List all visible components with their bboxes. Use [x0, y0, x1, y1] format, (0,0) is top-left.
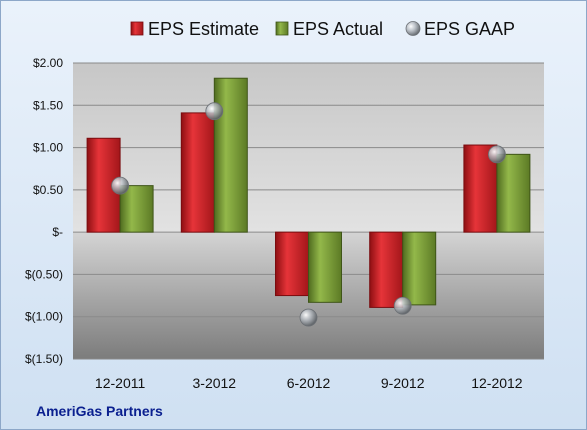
y-tick-label: $1.00	[33, 141, 63, 155]
y-tick-label: $(1.50)	[25, 352, 63, 366]
gaap-points	[111, 102, 506, 327]
actual-bar	[213, 77, 248, 233]
x-axis: 12-2011 3-2012 6-2012 9-2012 12-2012	[95, 375, 523, 391]
y-tick-label: $1.50	[33, 98, 63, 112]
gaap-point	[487, 145, 506, 164]
x-category-label: 3-2012	[193, 375, 237, 391]
legend-label: EPS GAAP	[424, 19, 515, 39]
estimate-bar	[369, 231, 404, 308]
x-category-label: 6-2012	[287, 375, 331, 391]
y-axis: $2.00 $1.50 $1.00 $0.50 $- $(0.50) $(1.00) $(1.…	[25, 56, 63, 366]
x-category-label: 12-2011	[95, 375, 146, 391]
legend-swatch	[275, 21, 289, 36]
x-category-label: 12-2012	[471, 375, 523, 391]
legend: EPS Estimate EPS Actual EPS GAAP	[130, 19, 515, 39]
gaap-point	[111, 176, 129, 195]
y-tick-label: $2.00	[33, 56, 63, 70]
legend-swatch	[405, 21, 421, 36]
estimate-bar	[275, 231, 309, 297]
gaap-point	[393, 296, 412, 315]
legend-label: EPS Actual	[293, 19, 383, 39]
gaap-point	[299, 308, 318, 327]
y-tick-label: $(0.50)	[25, 267, 63, 281]
estimate-bar	[180, 112, 215, 233]
legend-swatch	[130, 21, 144, 36]
legend-label: EPS Estimate	[148, 19, 259, 39]
y-tick-label: $-	[52, 225, 63, 239]
y-tick-label: $0.50	[33, 183, 63, 197]
actual-bar	[308, 231, 342, 303]
actual-bar	[402, 231, 437, 306]
y-tick-label: $(1.00)	[25, 310, 63, 324]
gaap-point	[205, 102, 224, 121]
actual-bar	[496, 153, 531, 233]
x-category-label: 9-2012	[381, 375, 425, 391]
actual-bar	[119, 185, 154, 233]
company-name: AmeriGas Partners	[36, 403, 163, 419]
